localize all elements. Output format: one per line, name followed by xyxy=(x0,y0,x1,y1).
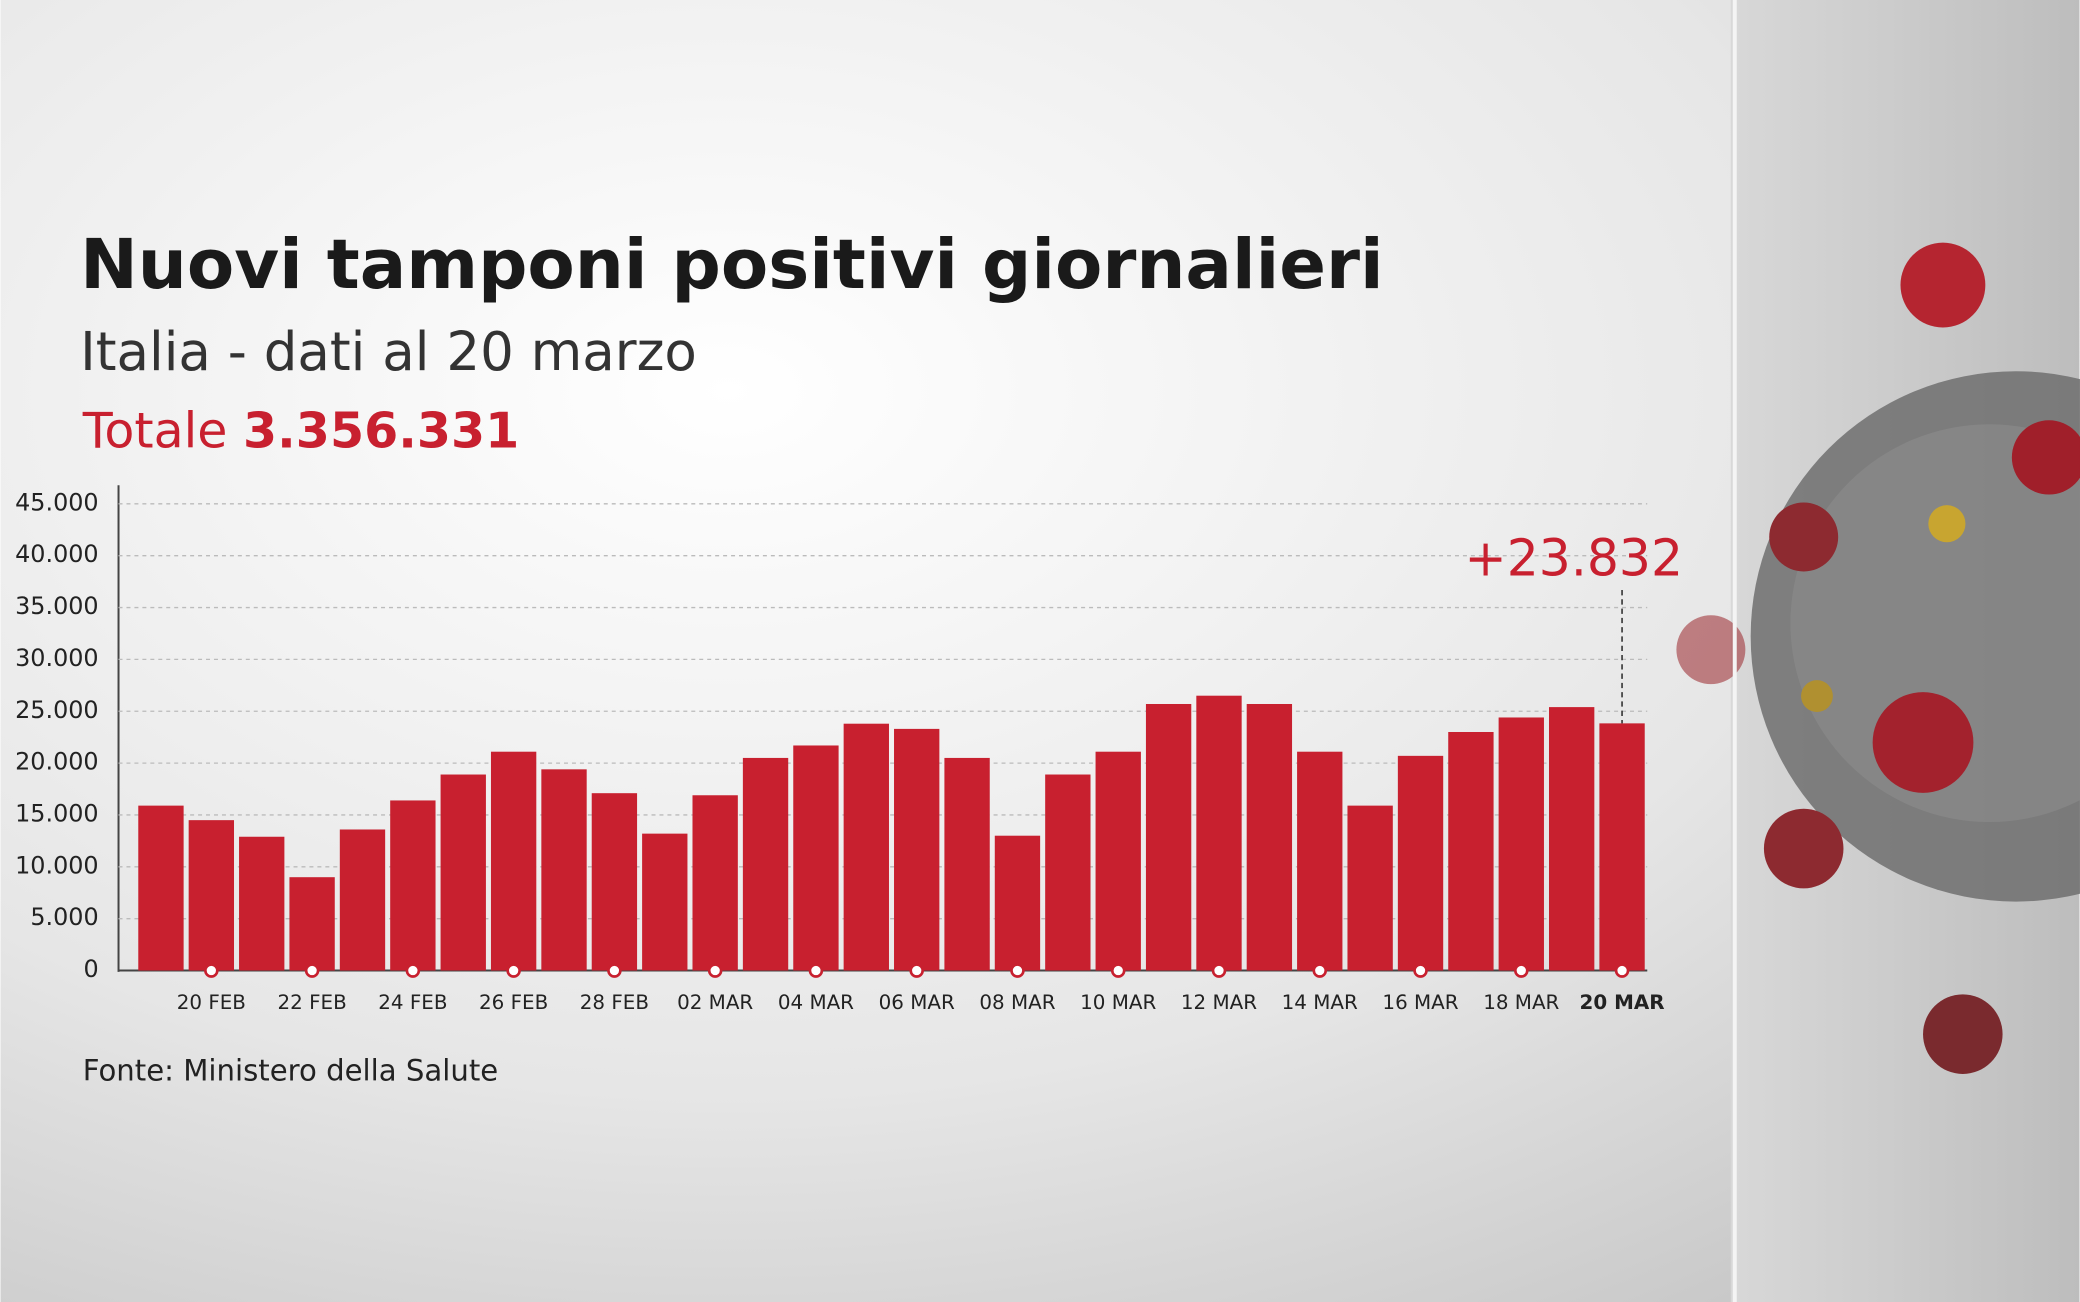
x-tick-label: 12 MAR xyxy=(1181,991,1257,1014)
axis-dot xyxy=(1614,963,1630,978)
y-tick-label: 15.000 xyxy=(15,799,98,827)
bar xyxy=(793,745,839,971)
x-tick-label: 18 MAR xyxy=(1483,991,1559,1014)
x-tick-label: 24 FEB xyxy=(378,991,447,1014)
chart-title: Nuovi tamponi positivi giornalieri xyxy=(80,225,1384,305)
bar xyxy=(1246,703,1293,971)
axis-dot xyxy=(405,963,421,978)
bar xyxy=(591,793,638,971)
x-tick-label: 22 FEB xyxy=(277,991,346,1014)
axis-dot xyxy=(304,963,320,978)
y-tick-label: 25.000 xyxy=(15,696,98,724)
x-tick-label: 02 MAR xyxy=(677,991,753,1014)
x-tick-label: 20 MAR xyxy=(1580,991,1665,1014)
x-tick-label: 14 MAR xyxy=(1282,991,1358,1014)
axis-dot xyxy=(204,963,219,978)
axis-dot xyxy=(1413,963,1428,978)
bar xyxy=(944,757,990,971)
bar xyxy=(692,795,738,971)
x-tick-label: 06 MAR xyxy=(879,991,955,1014)
bar xyxy=(1297,751,1343,971)
bar xyxy=(1045,774,1091,971)
axis-dot xyxy=(1312,963,1328,978)
axis-dot xyxy=(506,963,521,978)
bar xyxy=(339,829,386,971)
y-tick-label: 40.000 xyxy=(15,540,98,568)
y-tick-label: 45.000 xyxy=(15,488,98,516)
bar xyxy=(440,774,486,971)
bar xyxy=(1599,723,1645,971)
bar xyxy=(138,805,184,971)
bar xyxy=(742,757,789,971)
virus-illustration xyxy=(1676,242,2080,1074)
axis-dot xyxy=(909,963,924,978)
bar xyxy=(390,800,436,971)
bar xyxy=(1145,703,1192,971)
bar xyxy=(289,877,335,971)
y-tick-label: 30.000 xyxy=(15,644,98,672)
total-value: 3.356.331 xyxy=(243,401,519,459)
axis-dot xyxy=(607,963,622,978)
source: Fonte: Ministero della Salute xyxy=(83,1054,498,1088)
x-tick-label: 28 FEB xyxy=(580,991,649,1014)
bar xyxy=(1548,707,1595,971)
y-tick-label: 20.000 xyxy=(15,748,98,776)
bar xyxy=(843,723,889,971)
axis-dot xyxy=(1010,963,1025,978)
axis-dot xyxy=(707,963,723,978)
x-tick-label: 10 MAR xyxy=(1080,991,1156,1014)
x-tick-label: 26 FEB xyxy=(479,991,548,1014)
total-label: Totale xyxy=(82,401,228,459)
axis-dot xyxy=(1110,963,1126,978)
y-tick-label: 0 xyxy=(83,955,98,983)
bar xyxy=(490,751,537,971)
x-tick-label: 04 MAR xyxy=(778,991,854,1014)
bar xyxy=(642,833,688,971)
x-tick-label: 08 MAR xyxy=(979,991,1055,1014)
bar xyxy=(894,728,940,971)
bar xyxy=(188,820,235,971)
bar xyxy=(1498,717,1544,971)
total: Totale 3.356.331 xyxy=(82,401,519,459)
y-tick-label: 35.000 xyxy=(15,592,98,620)
value-label: +23.832 xyxy=(1465,529,1683,588)
bar xyxy=(1448,731,1494,971)
axis-dot xyxy=(1211,963,1227,978)
bar xyxy=(239,836,285,971)
bar xyxy=(994,835,1041,971)
bar xyxy=(1347,805,1393,971)
x-tick-label: 16 MAR xyxy=(1382,991,1458,1014)
y-tick-label: 5.000 xyxy=(30,903,98,931)
bar xyxy=(1397,755,1444,971)
y-tick-label: 10.000 xyxy=(15,851,98,879)
x-tick-label: 20 FEB xyxy=(177,991,246,1014)
bar xyxy=(541,769,587,971)
axis-dot xyxy=(1513,963,1529,978)
axis-dot xyxy=(808,963,824,978)
chart-subtitle: Italia - dati al 20 marzo xyxy=(80,321,697,383)
bar xyxy=(1095,751,1141,971)
bar xyxy=(1196,695,1242,971)
